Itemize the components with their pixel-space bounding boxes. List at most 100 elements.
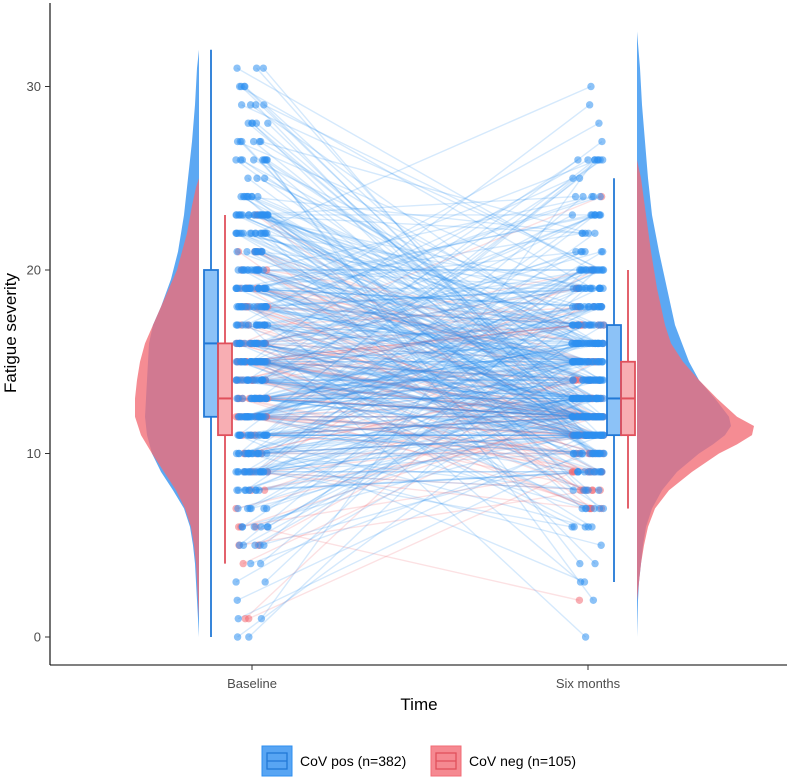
point-cov-pos-baseline [250, 523, 258, 531]
pair-line-cov-pos [240, 85, 588, 418]
x-tick-label-six-months: Six months [556, 676, 621, 691]
pair-line-cov-pos [236, 471, 599, 491]
point-cov-pos-six-months [585, 321, 594, 329]
x-axis-title: Time [400, 695, 437, 714]
point-cov-pos-baseline [256, 559, 265, 568]
point-cov-pos-baseline [246, 101, 255, 109]
point-cov-pos-baseline [258, 339, 266, 348]
point-cov-pos-six-months [569, 303, 577, 311]
pair-line-cov-pos [254, 342, 580, 455]
pair-line-cov-pos [257, 250, 577, 363]
pair-line-cov-pos [258, 287, 597, 400]
pair-line-cov-pos [253, 342, 573, 400]
pair-line-cov-pos [261, 251, 583, 418]
pair-line-cov-neg [256, 250, 591, 363]
point-cov-pos-baseline [241, 486, 249, 494]
pair-line-cov-pos [267, 214, 596, 455]
pair-line-cov-pos [241, 306, 579, 528]
pair-line-cov-pos [258, 269, 600, 290]
pair-line-cov-pos [237, 287, 595, 308]
pair-line-cov-neg [263, 287, 593, 418]
pair-line-cov-pos [262, 416, 586, 510]
pair-line-cov-pos [250, 434, 604, 565]
point-cov-pos-baseline [247, 394, 255, 403]
pair-line-cov-neg [255, 361, 576, 381]
point-cov-pos-six-months [595, 504, 604, 513]
pair-line-cov-pos [267, 342, 579, 528]
pair-line-cov-pos [264, 269, 598, 583]
pair-line-cov-pos [266, 214, 583, 345]
pair-line-cov-pos [264, 214, 590, 418]
pair-line-cov-pos [260, 361, 594, 418]
pair-line-cov-pos [250, 287, 598, 308]
pair-line-cov-pos [236, 471, 591, 491]
pair-line-cov-pos [255, 214, 596, 381]
pair-line-cov-pos [241, 104, 604, 271]
pair-line-cov-neg [237, 397, 575, 473]
point-cov-pos-baseline [247, 339, 255, 348]
pair-line-cov-pos [253, 141, 576, 399]
pair-line-cov-pos [259, 214, 589, 436]
legend-item-cov-pos[interactable]: CoV pos (n=382) [261, 745, 406, 777]
pair-line-cov-pos [254, 361, 578, 546]
point-cov-pos-six-months [578, 284, 586, 293]
x-ticks: Baseline Six months [227, 665, 621, 691]
point-cov-pos-baseline [234, 449, 243, 458]
pair-line-cov-pos [265, 361, 587, 436]
paired-lines [235, 67, 605, 638]
pair-line-cov-neg [252, 379, 595, 418]
pair-line-cov-pos [264, 287, 585, 473]
point-cov-pos-baseline [233, 394, 241, 403]
pair-line-cov-pos [252, 397, 577, 455]
box-cov-neg-baseline-box [217, 342, 233, 437]
pair-line-cov-pos [264, 159, 599, 290]
pair-line-cov-pos [262, 214, 594, 455]
point-cov-pos-baseline [247, 504, 255, 513]
legend-item-cov-neg[interactable]: CoV neg (n=105) [430, 745, 576, 777]
y-axis-title: Fatigue severity [1, 273, 20, 393]
pair-line-cov-pos [244, 324, 574, 418]
pair-line-cov-pos [239, 342, 585, 418]
point-cov-pos-baseline [256, 358, 265, 366]
pair-line-cov-pos [261, 379, 599, 400]
pair-line-cov-neg [259, 361, 589, 400]
point-cov-pos-baseline [232, 358, 241, 366]
point-cov-pos-six-months [588, 211, 596, 219]
pair-line-cov-pos [263, 104, 602, 271]
pair-line-cov-pos [264, 159, 581, 565]
pair-line-cov-neg [256, 287, 595, 363]
pair-line-cov-pos [266, 269, 600, 436]
pair-line-cov-pos [264, 232, 587, 436]
pair-line-cov-neg [257, 342, 593, 400]
pair-line-cov-pos [254, 251, 585, 436]
pair-line-cov-neg [240, 324, 582, 436]
pair-line-cov-pos [254, 397, 594, 436]
data-points [232, 64, 608, 641]
point-cov-pos-six-months [578, 229, 587, 237]
pair-line-cov-neg [247, 287, 583, 326]
pair-line-cov-pos [255, 251, 597, 418]
pair-line-cov-neg [243, 416, 602, 473]
pair-line-cov-pos [258, 287, 604, 510]
pair-line-cov-pos [238, 232, 580, 363]
pair-line-cov-pos [245, 306, 594, 418]
point-cov-pos-six-months [578, 339, 586, 348]
pair-line-cov-pos [262, 67, 578, 436]
point-cov-pos-baseline [245, 211, 253, 219]
pair-line-cov-pos [255, 232, 599, 436]
point-cov-pos-baseline [252, 119, 261, 127]
point-cov-pos-six-months [600, 321, 608, 329]
pair-line-cov-neg [267, 397, 575, 418]
pair-line-cov-pos [248, 269, 604, 418]
point-cov-pos-baseline [256, 468, 265, 476]
pair-line-cov-pos [251, 269, 600, 455]
pair-line-cov-pos [249, 287, 600, 363]
pair-line-cov-pos [241, 342, 604, 418]
pair-line-cov-pos [239, 85, 593, 289]
pair-line-cov-neg [257, 379, 593, 400]
pair-line-cov-neg [261, 379, 592, 510]
pair-line-cov-pos [260, 397, 582, 473]
pair-line-cov-neg [242, 434, 591, 455]
point-cov-pos-baseline [244, 321, 253, 329]
